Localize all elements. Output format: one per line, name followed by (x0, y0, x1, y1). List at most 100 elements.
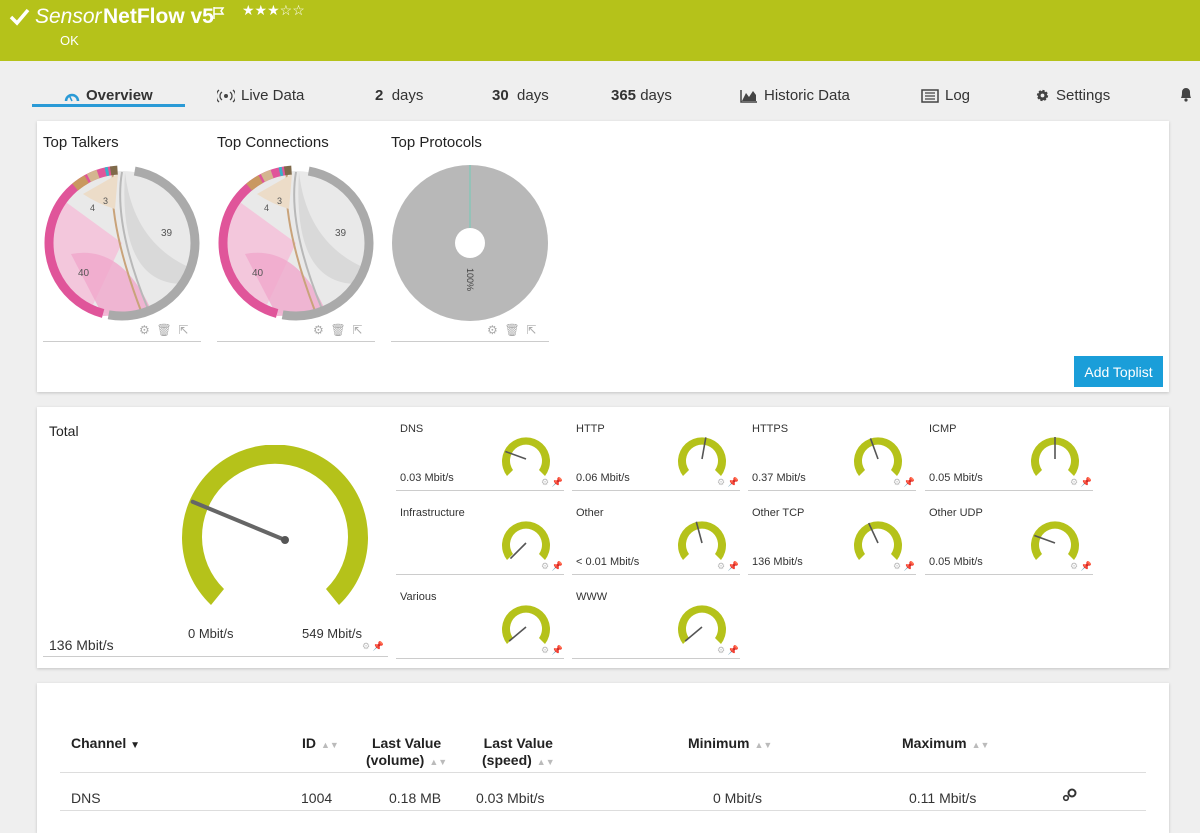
settings-icon[interactable]: ⚙ (139, 323, 150, 337)
col-channel[interactable]: Channel ▼ (71, 735, 141, 751)
settings-icon[interactable]: ⚙ (541, 561, 550, 571)
pin-icon[interactable]: 📌 (903, 561, 915, 571)
pin-icon[interactable]: 📌 (1080, 561, 1092, 571)
tab-historic-data-label: Historic Data (764, 87, 850, 104)
pin-icon[interactable]: 📌 (903, 477, 915, 487)
pin-icon[interactable]: 📌 (551, 645, 563, 655)
pin-icon[interactable]: 📌 (551, 477, 563, 487)
sort-icon: ▲▼ (536, 757, 555, 767)
gauge-value: 0.37 Mbit/s (752, 472, 806, 484)
gauge-value: 0.03 Mbit/s (400, 472, 454, 484)
settings-icon[interactable]: ⚙ (313, 323, 324, 337)
toplist-title[interactable]: Top Talkers (43, 134, 119, 151)
toplist-title[interactable]: Top Connections (217, 134, 329, 151)
tab-log[interactable]: Log (921, 86, 970, 106)
pin-icon[interactable]: 📌 (727, 477, 739, 487)
settings-icon[interactable]: ⚙ (893, 477, 902, 487)
tab-overview-label: Overview (86, 87, 153, 104)
mini-gauge-dial (502, 521, 550, 560)
tab-30-days[interactable]: 30 days (492, 86, 549, 106)
chord-label: 39 (161, 228, 173, 239)
divider (60, 810, 1146, 811)
gauge-value: < 0.01 Mbit/s (576, 556, 640, 568)
cell-maximum: 0.11 Mbit/s (909, 790, 977, 806)
mini-gauge-dial (678, 605, 726, 644)
sort-icon: ▲▼ (971, 740, 990, 750)
delete-icon[interactable]: 🗑 (156, 323, 172, 337)
col-last-value-speed[interactable]: Last Value (speed) ▲▼ (482, 735, 555, 768)
sensor-header: Sensor NetFlow v5 ★★★☆☆ OK (0, 0, 1200, 61)
settings-icon[interactable]: ⚙ (541, 645, 550, 655)
mini-gauge-dial (678, 437, 726, 476)
tab-live-data[interactable]: Live Data (215, 86, 305, 106)
sort-icon: ▲▼ (754, 740, 773, 750)
chord-label: 4 (264, 203, 269, 213)
top-talkers-chord-chart[interactable]: 39 40 4 3 (43, 164, 201, 322)
tab-live-data-label: Live Data (241, 87, 305, 104)
delete-icon[interactable]: 🗑 (504, 323, 520, 337)
cell-id: 1004 (301, 790, 333, 806)
gauge-needle (190, 499, 287, 542)
col-last-value-volume[interactable]: Last Value (volume) ▲▼ (366, 735, 448, 768)
mini-gauge-dial (854, 437, 902, 476)
gear-icon (1036, 89, 1049, 102)
external-link-icon[interactable]: ⇱ (352, 323, 363, 337)
col-minimum[interactable]: Minimum ▲▼ (688, 735, 773, 751)
col-maximum[interactable]: Maximum ▲▼ (902, 735, 990, 751)
external-link-icon[interactable]: ⇱ (178, 323, 189, 337)
settings-icon[interactable]: ⚙ (1070, 477, 1079, 487)
settings-icon[interactable]: ⚙ (717, 477, 726, 487)
gauge-name: WWW (576, 591, 608, 603)
mini-gauge-dial (502, 437, 550, 476)
mini-gauge-dial (678, 521, 726, 560)
pin-icon[interactable]: 📌 (372, 641, 384, 651)
tab-30-days-unit: days (517, 87, 549, 104)
cell-channel[interactable]: DNS (71, 790, 101, 806)
gauge-max-label: 549 Mbit/s (302, 626, 362, 641)
top-connections-chord-chart[interactable]: 39 40 4 3 (217, 164, 375, 322)
notification-bell-icon[interactable] (1178, 86, 1194, 102)
tab-overview[interactable]: Overview (64, 86, 153, 106)
tab-2-days[interactable]: 2 days (375, 86, 423, 106)
divider (396, 490, 564, 491)
chord-label: 3 (277, 196, 282, 206)
chord-label: 39 (335, 228, 347, 239)
pin-icon[interactable]: 📌 (727, 561, 739, 571)
gauge-name: Various (400, 591, 437, 603)
pin-icon[interactable]: 📌 (1080, 477, 1092, 487)
col-id[interactable]: ID ▲▼ (302, 735, 339, 751)
chord-label: 40 (78, 268, 90, 279)
settings-icon[interactable]: ⚙ (717, 561, 726, 571)
settings-icon[interactable]: ⚙ (541, 477, 550, 487)
gauge-value: 0.05 Mbit/s (929, 472, 983, 484)
tab-settings[interactable]: Settings (1035, 86, 1110, 106)
tab-historic-data[interactable]: Historic Data (740, 86, 850, 106)
mini-gauge-dial (854, 521, 902, 560)
external-link-icon[interactable]: ⇱ (526, 323, 537, 337)
settings-icon[interactable]: ⚙ (487, 323, 498, 337)
delete-icon[interactable]: 🗑 (330, 323, 346, 337)
priority-stars[interactable]: ★★★☆☆ (242, 2, 305, 18)
cell-last-volume: 0.18 MB (389, 790, 442, 806)
tab-365-days-num: 365 (611, 87, 637, 104)
total-speed-gauge[interactable] (175, 445, 375, 615)
pin-icon[interactable]: 📌 (727, 645, 739, 655)
gauge-name: Other UDP (929, 507, 983, 519)
toplist-title[interactable]: Top Protocols (391, 134, 482, 151)
gauge-name: Infrastructure (400, 507, 465, 519)
settings-icon[interactable]: ⚙ (717, 645, 726, 655)
tab-365-days[interactable]: 365 days (611, 86, 672, 106)
settings-icon[interactable]: ⚙ (1070, 561, 1079, 571)
flag-icon[interactable] (212, 6, 226, 20)
settings-icon[interactable]: ⚙ (893, 561, 902, 571)
settings-icon[interactable]: ⚙ (362, 641, 371, 651)
slice-label: 100% (465, 268, 475, 291)
top-protocols-donut-chart[interactable]: 100% (391, 164, 549, 322)
gauge-name: HTTPS (752, 423, 789, 435)
add-toplist-button[interactable]: Add Toplist (1074, 356, 1163, 387)
pin-icon[interactable]: 📌 (551, 561, 563, 571)
channel-settings-icon[interactable] (1062, 788, 1078, 802)
sort-icon: ▲▼ (321, 740, 339, 750)
mini-gauge-dial (1031, 437, 1079, 476)
sort-icon: ▲▼ (429, 757, 448, 767)
